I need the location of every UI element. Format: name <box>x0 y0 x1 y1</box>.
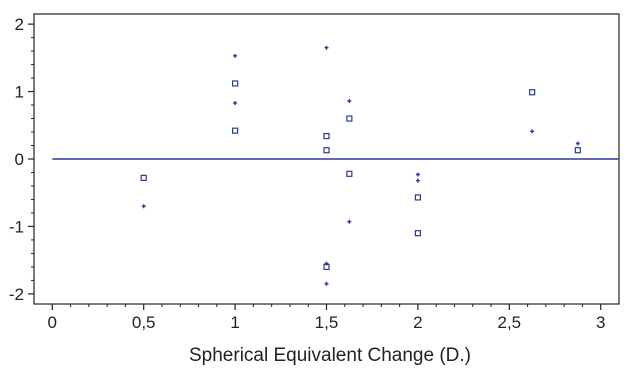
x-tick-label: 2,5 <box>497 313 521 332</box>
x-axis: 0 0,5 1 1,5 2 2,5 3 <box>48 304 605 332</box>
y-axis: -2 -1 0 1 2 <box>9 15 34 304</box>
plus-data-point <box>347 219 352 224</box>
plus-data-point <box>233 101 238 106</box>
plus-data-point <box>575 141 580 146</box>
plus-data-point <box>347 99 352 103</box>
plus-data-point <box>324 261 329 266</box>
data-points <box>140 45 581 286</box>
square-data-point <box>346 115 353 122</box>
y-tick-label: 0 <box>15 150 24 169</box>
x-tick-label: 1 <box>230 313 239 332</box>
square-data-point <box>529 89 536 96</box>
x-tick-label: 3 <box>596 313 605 332</box>
y-tick-label: 1 <box>15 83 24 102</box>
square-data-point <box>231 127 239 134</box>
plus-data-point <box>141 204 146 209</box>
y-tick-label: -1 <box>9 217 24 236</box>
square-data-point <box>414 230 422 237</box>
x-axis-title: Spherical Equivalent Change (D.) <box>189 345 471 366</box>
square-data-point <box>140 174 147 181</box>
x-tick-label: 1,5 <box>315 313 339 332</box>
plus-data-point <box>530 129 535 134</box>
y-tick-label: 2 <box>15 15 24 34</box>
square-data-point <box>231 80 239 87</box>
plus-data-point <box>233 53 238 58</box>
square-data-point <box>574 147 581 154</box>
y-tick-label: -2 <box>9 285 24 304</box>
square-data-point <box>346 170 353 177</box>
square-data-point <box>414 194 422 201</box>
x-tick-label: 0 <box>48 313 57 332</box>
plus-data-point <box>415 172 420 177</box>
plus-data-point <box>324 281 329 286</box>
square-data-point <box>323 132 330 140</box>
plus-data-point <box>415 178 420 183</box>
x-tick-label: 0,5 <box>132 313 156 332</box>
x-tick-label: 2 <box>413 313 422 332</box>
square-data-point <box>323 147 330 154</box>
plus-data-point <box>324 45 329 50</box>
